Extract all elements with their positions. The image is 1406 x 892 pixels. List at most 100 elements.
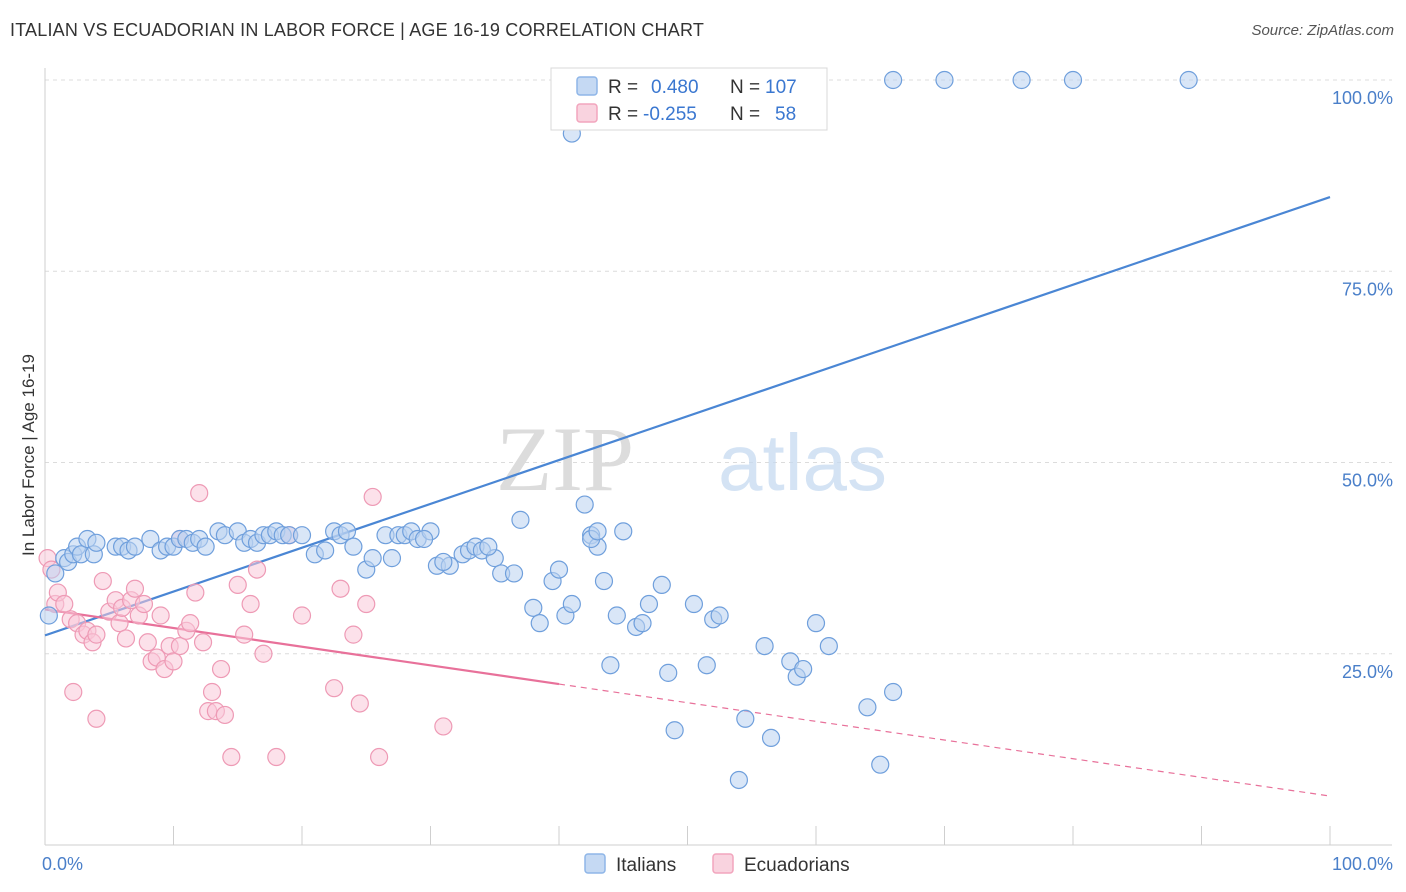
italians-point <box>363 549 382 568</box>
italians-point <box>871 755 890 774</box>
italians-point <box>524 598 543 617</box>
italians-point <box>549 560 569 579</box>
x-tick-label: 0.0% <box>42 854 83 874</box>
ecuadorians-point <box>254 644 273 663</box>
ecuadorians-point <box>350 694 369 713</box>
legend-row-ecuadorians: R = -0.255 N = 58 <box>576 103 796 125</box>
italians-point <box>806 614 826 633</box>
y-tick-label: 75.0% <box>1342 279 1393 299</box>
ecuadorians-point <box>64 682 83 702</box>
ecuadorians-point <box>134 594 154 614</box>
legend-box: R = 0.480 N = 107 R = -0.255 N = 58 <box>550 67 828 131</box>
ecuadorians-point <box>235 625 254 644</box>
italians-point <box>382 549 402 568</box>
legend-r-label: R = <box>608 104 638 125</box>
ecuadorians-point <box>228 575 247 595</box>
ecuadorians-point <box>151 606 170 625</box>
bottom-legend: Italians Ecuadorians <box>584 853 850 876</box>
italians-point <box>1063 70 1083 90</box>
bottom-legend-label-ecuadorians: Ecuadorians <box>744 855 850 876</box>
italians-point <box>883 682 903 702</box>
ecuadorians-point <box>193 633 213 652</box>
y-tick-label: 25.0% <box>1342 662 1393 682</box>
legend-r-value: 0.480 <box>651 77 699 98</box>
italians-point <box>530 614 549 633</box>
italians-point <box>344 537 363 556</box>
italians-point <box>819 636 838 656</box>
italians-point <box>736 709 755 728</box>
ecuadorians-point <box>211 659 231 679</box>
y-axis-title: In Labor Force | Age 16-19 <box>19 354 38 556</box>
ecuadorians-point <box>93 571 112 591</box>
y-tick-label: 100.0% <box>1332 88 1393 108</box>
ecuadorians-point <box>164 652 183 671</box>
italians-point <box>652 575 671 595</box>
italians-point <box>504 564 524 583</box>
ecuadorians-point <box>181 614 200 633</box>
italians-point <box>710 606 729 625</box>
ecuadorians-point <box>222 747 241 767</box>
data-points <box>38 70 1198 790</box>
series-italians <box>39 70 1198 790</box>
italians-point <box>614 522 633 541</box>
italians-point <box>794 659 813 679</box>
bottom-legend-label-italians: Italians <box>616 855 676 876</box>
italians-point <box>575 495 594 514</box>
italians-point <box>639 594 659 614</box>
legend-swatch-italians <box>576 76 598 96</box>
x-tick-label: 100.0% <box>1332 854 1393 874</box>
italians-point <box>434 552 453 572</box>
italians-point <box>607 606 626 625</box>
italians-point <box>196 537 215 556</box>
italians-point <box>337 522 357 541</box>
trend-lines <box>44 196 1331 797</box>
axes <box>44 68 1392 846</box>
ecuadorians-point <box>325 679 344 698</box>
ecuadorians-point <box>110 614 129 633</box>
ecuadorians-point <box>267 747 286 767</box>
legend-row-italians: R = 0.480 N = 107 <box>576 76 797 98</box>
italians-point <box>1012 70 1031 90</box>
italians-point <box>594 571 614 591</box>
italians-point <box>141 529 160 549</box>
ecuadorians-point <box>186 583 205 602</box>
italians-point <box>659 663 678 682</box>
watermark-atlas: atlas <box>718 418 887 507</box>
ecuadorians-point <box>87 709 106 728</box>
ecuadorians-point <box>247 560 267 579</box>
bottom-legend-swatch-italians <box>584 853 606 874</box>
legend-n-label: N = <box>730 77 760 98</box>
italians-point <box>883 70 903 90</box>
ecuadorians-point <box>170 636 190 656</box>
italians-point <box>601 656 620 675</box>
italians-point <box>479 537 498 556</box>
ecuadorians-point <box>370 747 389 767</box>
legend-n-label: N = <box>730 104 760 125</box>
ecuadorians-point <box>215 705 234 725</box>
ecuadorians-point <box>87 625 106 644</box>
ecuadorians-point <box>363 487 382 507</box>
ecuadorians-point <box>55 594 74 614</box>
italians-point <box>665 721 684 740</box>
italians-point <box>562 594 581 614</box>
ecuadorians-point <box>138 633 157 652</box>
bottom-legend-swatch-ecuadorians <box>712 853 734 874</box>
ecuadorians-point <box>125 579 145 598</box>
italians-point <box>935 70 954 90</box>
ecuadorians-point <box>344 625 363 644</box>
trendline-ecuadorians-extension <box>558 683 1331 797</box>
italians-point <box>729 770 749 790</box>
ecuadorians-point <box>292 606 312 625</box>
legend-r-label: R = <box>608 77 638 98</box>
tick-labels: 25.0% 50.0% 75.0% 100.0% 0.0% 100.0% <box>42 88 1393 874</box>
italians-point <box>292 526 312 545</box>
italians-point <box>125 537 145 556</box>
ecuadorians-point <box>241 594 260 614</box>
italians-point <box>414 529 434 549</box>
legend-r-value: -0.255 <box>643 104 697 125</box>
y-tick-label: 50.0% <box>1342 471 1393 491</box>
italians-point <box>39 606 58 625</box>
ecuadorians-point <box>202 682 222 702</box>
italians-point <box>588 522 607 541</box>
